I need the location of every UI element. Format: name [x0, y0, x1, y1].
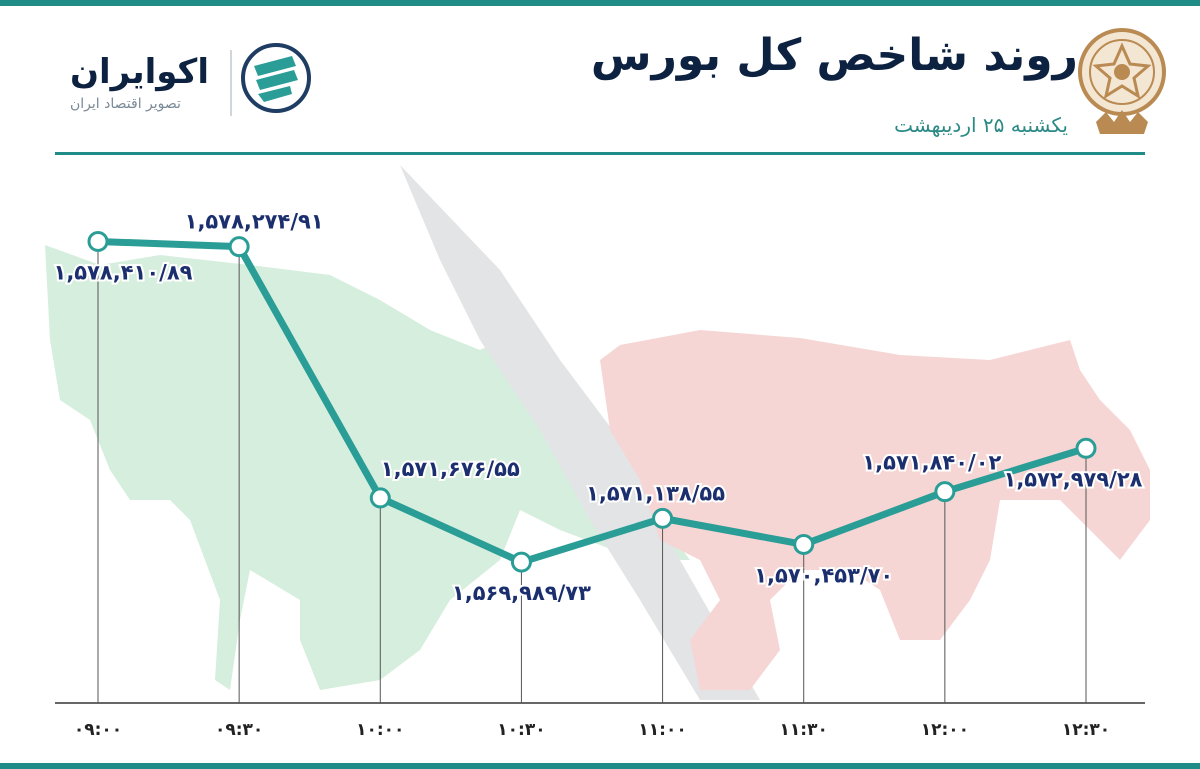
brand-tagline: تصویر اقتصاد ایران	[70, 96, 181, 112]
data-point	[228, 236, 250, 258]
bear-watermark	[600, 330, 1150, 690]
data-point	[793, 533, 815, 555]
data-point	[369, 487, 391, 509]
data-label: ۱,۵۷۸,۴۱۰/۸۹	[54, 260, 193, 284]
x-tick-label: ۱۰:۳۰	[497, 720, 545, 740]
data-point	[652, 507, 674, 529]
x-tick-label: ۰۹:۳۰	[215, 720, 263, 740]
brand-name: اکوایران	[70, 52, 209, 92]
data-label: ۱,۵۷۰,۴۵۳/۷۰	[754, 563, 893, 587]
data-point	[510, 551, 532, 573]
data-label: ۱,۵۷۱,۱۳۸/۵۵	[586, 481, 725, 505]
bull-horn-watermark	[400, 165, 760, 700]
header-rule	[55, 152, 1145, 155]
data-point	[87, 230, 109, 252]
chart-title: روند شاخص کل بورس	[590, 30, 1078, 81]
chart-date: یکشنبه ۲۵ اردیبهشت	[894, 113, 1068, 137]
x-tick-label: ۱۲:۰۰	[921, 720, 969, 740]
index-series-line	[94, 237, 1090, 566]
top-border	[0, 0, 1200, 6]
x-tick-label: ۱۱:۳۰	[780, 720, 828, 740]
data-point	[1075, 437, 1097, 459]
bottom-border	[0, 763, 1200, 769]
x-tick-label: ۱۱:۰۰	[638, 720, 686, 740]
data-label: ۱,۵۶۹,۹۸۹/۷۳	[452, 581, 591, 605]
x-tick-label: ۰۹:۰۰	[74, 720, 122, 740]
x-tick-label: ۱۰:۰۰	[356, 720, 404, 740]
brand-divider	[230, 50, 232, 116]
data-label: ۱,۵۷۲,۹۷۹/۲۸	[1004, 467, 1143, 491]
data-point	[934, 481, 956, 503]
ecoiran-logo-icon	[241, 43, 311, 113]
data-label: ۱,۵۷۸,۲۷۴/۹۱	[185, 210, 324, 234]
data-label: ۱,۵۷۱,۸۴۰/۰۲	[862, 451, 1001, 475]
x-tick-label: ۱۲:۳۰	[1062, 720, 1110, 740]
exchange-emblem-icon	[1078, 28, 1166, 134]
data-label: ۱,۵۷۱,۶۷۶/۵۵	[381, 457, 520, 481]
